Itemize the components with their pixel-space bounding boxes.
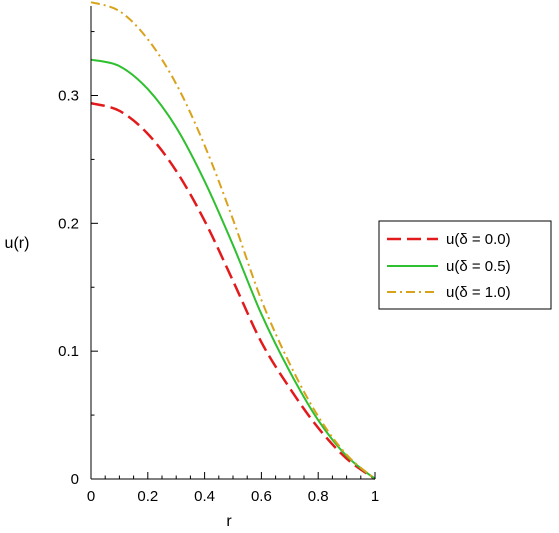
y-tick-label: 0.2 <box>58 215 79 232</box>
legend: u(δ = 0.0) u(δ = 0.5) u(δ = 1.0) <box>378 220 552 310</box>
series-line-1 <box>90 101 376 481</box>
x-tick-label: 0.4 <box>194 488 215 505</box>
legend-item: u(δ = 1.0) <box>387 284 511 301</box>
y-axis-label: u(r) <box>5 235 30 252</box>
legend-item: u(δ = 0.0) <box>387 231 511 248</box>
legend-label: u(δ = 0.5) <box>446 258 511 275</box>
series-layer <box>90 1 376 481</box>
x-axis-label: r <box>226 513 232 530</box>
y-tick-label: 0 <box>71 471 79 488</box>
series-line-3 <box>90 1 376 480</box>
x-tick-label: 0.6 <box>251 488 272 505</box>
legend-label: u(δ = 1.0) <box>446 284 511 301</box>
y-tick-label: 0.3 <box>58 87 79 104</box>
y-tick-label: 0.1 <box>58 343 79 360</box>
legend-label: u(δ = 0.0) <box>446 231 511 248</box>
x-tick-label: 0 <box>87 488 95 505</box>
x-tick-label: 1 <box>371 488 379 505</box>
x-tick-label: 0.8 <box>308 488 329 505</box>
series-line-2 <box>90 58 376 480</box>
legend-item: u(δ = 0.5) <box>387 258 511 275</box>
ticks-layer: 0 0.2 0.4 0.6 0.8 1 0 0.1 0.2 0.3 <box>58 31 379 505</box>
axes-layer <box>90 6 375 480</box>
x-tick-label: 0.2 <box>137 488 158 505</box>
